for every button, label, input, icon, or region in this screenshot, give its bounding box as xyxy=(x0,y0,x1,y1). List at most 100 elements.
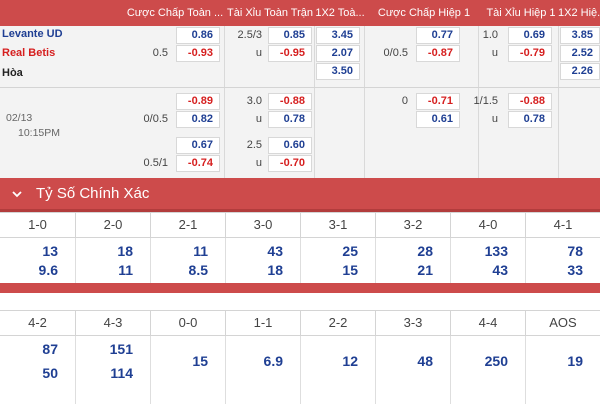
ah-full-alt1-line: 0/0.5 xyxy=(143,113,168,125)
score-odds-cell[interactable]: 133 43 xyxy=(450,238,525,283)
score-label-row: 4-2 4-3 0-0 1-1 2-2 3-3 4-4 AOS xyxy=(0,310,600,336)
ah-full-away-odds[interactable]: -0.93 xyxy=(176,45,220,62)
1x2-half-home-odds[interactable]: 3.85 xyxy=(560,27,600,44)
score-odds-home[interactable]: 78 xyxy=(567,243,583,259)
section-divider-bar xyxy=(0,283,600,293)
score-odds-cell[interactable]: 151 114 xyxy=(75,336,150,404)
score-label: 3-3 xyxy=(375,311,450,335)
ah-full-line: 0.5 xyxy=(152,47,168,59)
score-odds-cell[interactable]: 43 18 xyxy=(225,238,300,283)
row-divider xyxy=(0,87,600,88)
header-ah-full[interactable]: Cược Chấp Toàn ... xyxy=(126,7,224,19)
score-label: 2-2 xyxy=(300,311,375,335)
score-odds-draw[interactable]: 15 xyxy=(192,353,208,369)
score-odds-away[interactable]: 11 xyxy=(118,262,133,278)
ah-half-alt1-away-odds[interactable]: 0.61 xyxy=(416,111,460,128)
score-odds-cell[interactable]: 13 9.6 xyxy=(0,238,75,283)
header-ou-full[interactable]: Tài Xỉu Toàn Trận xyxy=(226,7,313,19)
ah-full-alt2-home-odds[interactable]: 0.67 xyxy=(176,137,220,154)
ah-full-alt1-away-odds[interactable]: 0.82 xyxy=(176,111,220,128)
score-odds-draw[interactable]: 48 xyxy=(417,353,433,369)
ou-full-alt2-over-odds[interactable]: 0.60 xyxy=(268,137,312,154)
score-odds-home[interactable]: 133 xyxy=(484,243,508,259)
score-odds-cell[interactable]: 87 50 xyxy=(0,336,75,404)
score-label: 1-1 xyxy=(225,311,300,335)
score-odds-cell[interactable]: 250 xyxy=(450,336,525,404)
ah-full-alt2-away-odds[interactable]: -0.74 xyxy=(176,155,220,172)
header-ou-half[interactable]: Tài Xỉu Hiệp 1 xyxy=(486,7,556,19)
score-label: 4-3 xyxy=(75,311,150,335)
score-odds-cell[interactable]: 11 8.5 xyxy=(150,238,225,283)
score-odds-aos[interactable]: 19 xyxy=(567,353,583,369)
score-odds-cell[interactable]: 15 xyxy=(150,336,225,404)
ah-half-home-odds[interactable]: 0.77 xyxy=(416,27,460,44)
1x2-half-draw-odds[interactable]: 2.26 xyxy=(560,63,600,80)
ah-half-alt1-line: 0 xyxy=(401,95,408,107)
ah-full-home-odds[interactable]: 0.86 xyxy=(176,27,220,44)
ou-full-alt1-under-odds[interactable]: 0.78 xyxy=(268,111,312,128)
correct-score-grid-1: 1-0 2-0 2-1 3-0 3-1 3-2 4-0 4-1 13 9.6 18… xyxy=(0,212,600,293)
score-odds-draw[interactable]: 6.9 xyxy=(263,353,283,369)
score-odds-away[interactable]: 50 xyxy=(42,365,58,381)
1x2-full-away-odds[interactable]: 2.07 xyxy=(316,45,360,62)
score-odds-cell[interactable]: 28 21 xyxy=(375,238,450,283)
away-team-name[interactable]: Real Betis xyxy=(2,47,56,59)
score-odds-home[interactable]: 18 xyxy=(117,243,133,259)
score-odds-cell[interactable]: 6.9 xyxy=(225,336,300,404)
ou-full-alt1-over-odds[interactable]: -0.88 xyxy=(268,93,312,110)
score-odds-home[interactable]: 28 xyxy=(417,243,433,259)
header-1x2-half[interactable]: 1X2 Hiệ... xyxy=(558,7,600,19)
ou-full-over-odds[interactable]: 0.85 xyxy=(268,27,312,44)
ah-half-away-odds[interactable]: -0.87 xyxy=(416,45,460,62)
header-1x2-full[interactable]: 1X2 Toà... xyxy=(315,7,365,19)
score-label: 4-2 xyxy=(28,315,47,330)
score-odds-home[interactable]: 25 xyxy=(342,243,358,259)
ah-full-alt1-home-odds[interactable]: -0.89 xyxy=(176,93,220,110)
ou-half-alt1-over-odds[interactable]: -0.88 xyxy=(508,93,552,110)
score-odds-cell[interactable]: 18 11 xyxy=(75,238,150,283)
score-label: 4-1 xyxy=(525,213,600,237)
ou-half-under-odds[interactable]: -0.79 xyxy=(508,45,552,62)
correct-score-header[interactable]: Tỷ Số Chính Xác xyxy=(0,178,600,212)
score-odds-away[interactable]: 114 xyxy=(110,365,133,381)
score-odds-away[interactable]: 9.6 xyxy=(38,262,58,278)
ou-half-line: 1.0 xyxy=(482,29,498,41)
1x2-full-draw-odds[interactable]: 3.50 xyxy=(316,63,360,80)
score-odds-home[interactable]: 13 xyxy=(42,243,58,259)
column-divider xyxy=(224,26,225,178)
score-odds-row: 13 9.6 18 11 11 8.5 43 18 25 15 28 21 133 43 78… xyxy=(0,238,600,283)
home-team-name[interactable]: Levante UD xyxy=(2,28,63,40)
score-odds-home[interactable]: 151 xyxy=(109,341,133,357)
score-odds-cell[interactable]: 25 15 xyxy=(300,238,375,283)
1x2-full-home-odds[interactable]: 3.45 xyxy=(316,27,360,44)
score-odds-cell[interactable]: 19 xyxy=(525,336,600,404)
score-odds-home[interactable]: 87 xyxy=(42,341,58,357)
score-odds-away[interactable]: 8.5 xyxy=(188,262,208,278)
score-odds-away[interactable]: 18 xyxy=(267,262,283,278)
ou-full-alt2-under-odds[interactable]: -0.70 xyxy=(268,155,312,172)
ah-half-alt1-home-odds[interactable]: -0.71 xyxy=(416,93,460,110)
header-ah-half[interactable]: Cược Chấp Hiệp 1 xyxy=(377,7,471,19)
correct-score-title: Tỷ Số Chính Xác xyxy=(36,185,150,202)
score-label-row: 1-0 2-0 2-1 3-0 3-1 3-2 4-0 4-1 xyxy=(0,212,600,238)
score-odds-home[interactable]: 11 xyxy=(193,243,208,259)
score-label: 3-0 xyxy=(225,213,300,237)
score-label: 2-1 xyxy=(150,213,225,237)
score-odds-draw[interactable]: 250 xyxy=(484,353,508,369)
ou-full-under-odds[interactable]: -0.95 xyxy=(268,45,312,62)
score-odds-cell[interactable]: 48 xyxy=(375,336,450,404)
1x2-half-away-odds[interactable]: 2.52 xyxy=(560,45,600,62)
score-label: 4-0 xyxy=(450,213,525,237)
score-odds-away[interactable]: 15 xyxy=(342,262,358,278)
score-odds-cell[interactable]: 12 xyxy=(300,336,375,404)
score-odds-away[interactable]: 21 xyxy=(417,262,433,278)
chevron-down-icon[interactable] xyxy=(12,189,22,199)
ou-half-over-odds[interactable]: 0.69 xyxy=(508,27,552,44)
score-odds-cell[interactable]: 78 33 xyxy=(525,238,600,283)
ou-half-alt1-under-label: u xyxy=(491,113,498,125)
score-odds-away[interactable]: 33 xyxy=(567,262,583,278)
score-odds-away[interactable]: 43 xyxy=(492,262,508,278)
ou-half-alt1-under-odds[interactable]: 0.78 xyxy=(508,111,552,128)
score-odds-home[interactable]: 43 xyxy=(267,243,283,259)
score-odds-draw[interactable]: 12 xyxy=(342,353,358,369)
